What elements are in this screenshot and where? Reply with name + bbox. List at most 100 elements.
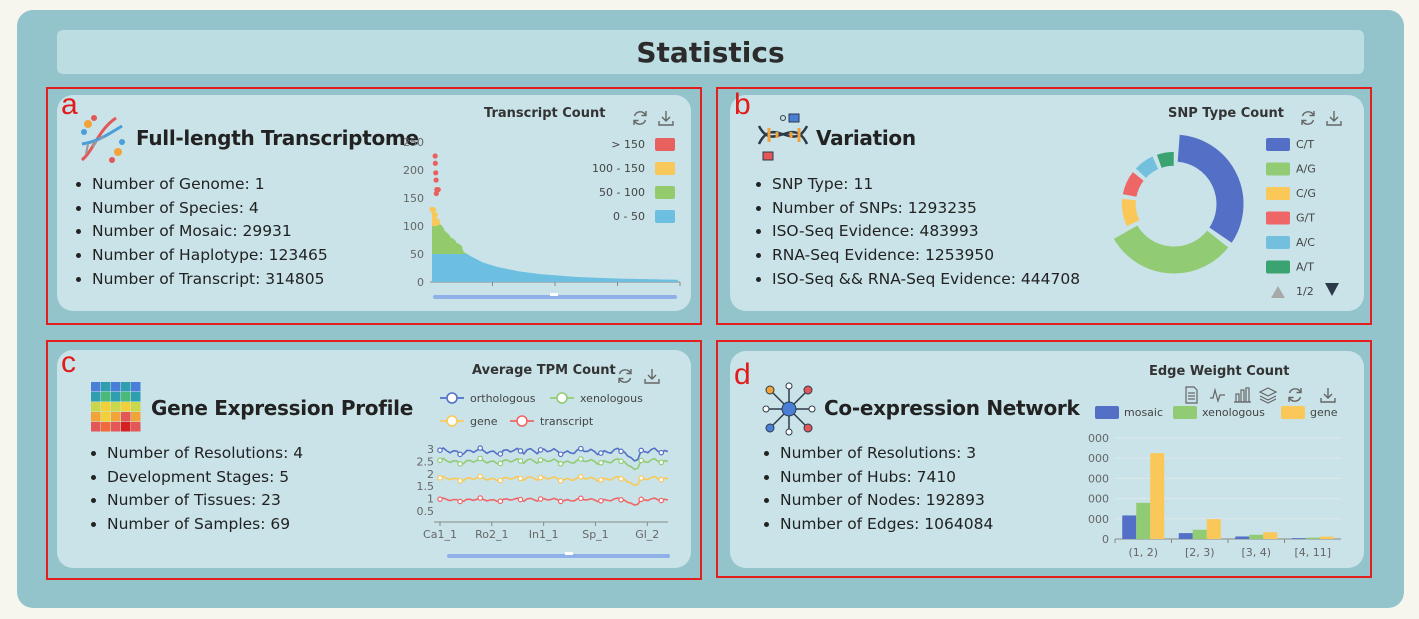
line-point — [497, 460, 504, 467]
legend-swatch — [1266, 211, 1290, 225]
panel-letter-b: b — [734, 88, 751, 121]
line-point — [578, 445, 584, 452]
legend-label: xenologous — [580, 392, 643, 405]
line-point — [537, 457, 544, 463]
panel-title-co-expression: Co-expression Network — [824, 396, 1080, 420]
y-tick-label: 3 — [427, 443, 434, 456]
scatter-point — [431, 207, 437, 213]
legend-swatch — [1266, 260, 1290, 274]
stat-item: Number of Hubs: 7410 — [780, 466, 993, 490]
line-chart-icon[interactable] — [1210, 387, 1225, 404]
refresh-icon[interactable] — [1299, 109, 1317, 127]
download-icon[interactable] — [643, 367, 661, 385]
bar-chart-icon[interactable] — [1234, 387, 1251, 403]
line-point — [437, 457, 443, 464]
legend-swatch — [655, 162, 675, 175]
line-point — [537, 447, 544, 453]
refresh-icon[interactable] — [616, 367, 634, 385]
highlight-box-d — [716, 340, 1372, 578]
download-icon[interactable] — [1320, 388, 1336, 403]
bar — [1150, 453, 1165, 539]
data-zoom-slider — [447, 554, 670, 558]
highlight-box-c — [46, 340, 702, 580]
line-point — [658, 476, 665, 483]
panel-letter-a: a — [61, 88, 78, 121]
download-icon[interactable] — [1325, 109, 1343, 127]
line-point — [517, 448, 524, 454]
snp-type-count-chart: C/T A/G C/G G/T A/C A/T 1/2 — [1112, 133, 1339, 298]
y-tick-label: 100 — [403, 220, 424, 233]
stat-item: Number of Transcript: 314805 — [92, 268, 328, 292]
legend-label: A/G — [1296, 163, 1316, 176]
toolbox-icons — [1185, 386, 1336, 404]
line-point — [537, 474, 544, 481]
pager-text: 1/2 — [1296, 285, 1314, 298]
dna-variation-icon — [757, 113, 809, 161]
stat-item: SNP Type: 11 — [772, 173, 1080, 197]
legend-marker — [516, 415, 528, 427]
line-point — [457, 451, 463, 458]
bar — [1235, 536, 1250, 539]
refresh-icon[interactable] — [631, 109, 649, 127]
panel-letter-c: c — [61, 346, 76, 379]
bar — [1206, 519, 1221, 539]
scatter-point — [432, 212, 439, 218]
stat-item: Number of Samples: 69 — [107, 513, 303, 537]
data-zoom-handle — [565, 552, 573, 555]
line-point — [618, 475, 624, 482]
panel-title-transcriptome: Full-length Transcriptome — [136, 126, 419, 150]
scatter-point — [432, 160, 438, 166]
y-tick-label: 000 — [1088, 452, 1109, 465]
legend-swatch — [1173, 406, 1197, 419]
line-point — [477, 445, 484, 451]
chart-title-edge-weight: Edge Weight Count — [1149, 364, 1290, 379]
legend-label: gene — [470, 415, 498, 428]
line-point — [638, 457, 644, 464]
line-point — [557, 498, 564, 505]
line-point — [557, 460, 564, 467]
scatter-point — [433, 177, 439, 183]
legend-label: C/T — [1296, 138, 1314, 151]
line-point — [598, 459, 604, 466]
line-series-gene — [439, 475, 669, 487]
transcriptome-icon — [80, 115, 125, 163]
y-tick-label: 150 — [403, 192, 424, 205]
x-tick-label: Ro2_1 — [475, 528, 508, 541]
line-point — [477, 455, 484, 462]
download-icon[interactable] — [657, 109, 675, 127]
y-tick-label: 50 — [410, 248, 424, 261]
average-tpm-chart: orthologous xenologous gene transcript 0.511… — [417, 392, 670, 558]
legend-marker — [446, 415, 458, 427]
pie-slice-c-t — [1176, 133, 1245, 244]
legend-label: gene — [1310, 406, 1338, 419]
panel-gene-expression — [57, 350, 691, 568]
refresh-icon[interactable] — [1288, 388, 1302, 402]
legend-swatch — [655, 186, 675, 199]
chart-title-snp-type-count: SNP Type Count — [1168, 106, 1284, 121]
x-tick-label: Gl_2 — [635, 528, 659, 541]
legend-swatch — [655, 138, 675, 151]
legend-swatch — [1095, 406, 1119, 419]
stats-list-gene-expression: Number of Resolutions: 4 Development Sta… — [87, 442, 303, 537]
legend-label: xenologous — [1202, 406, 1265, 419]
scatter-point — [435, 187, 441, 193]
line-point — [658, 449, 665, 456]
x-tick-label: [4, 11] — [1294, 546, 1331, 559]
legend-swatch — [1266, 162, 1290, 176]
legend-swatch — [1266, 187, 1290, 200]
stat-item: Number of Resolutions: 3 — [780, 442, 993, 466]
pager-next-icon[interactable] — [1325, 283, 1339, 296]
bar — [1305, 537, 1320, 539]
pager-prev-icon[interactable] — [1271, 286, 1285, 298]
y-tick-label: 1.5 — [417, 480, 435, 493]
panel-letter-d: d — [734, 358, 751, 391]
stat-item: Development Stages: 5 — [107, 466, 303, 490]
legend-label: orthologous — [470, 392, 536, 405]
stack-icon[interactable] — [1258, 387, 1278, 404]
line-point — [578, 456, 584, 462]
bar — [1291, 538, 1306, 539]
data-view-icon[interactable] — [1185, 386, 1198, 404]
y-tick-label: 000 — [1088, 432, 1109, 445]
stat-item: RNA-Seq Evidence: 1253950 — [772, 244, 1080, 268]
transcript-count-chart: 0 50 100 150 200 250 > 150 100 - 150 50 - 100 0 -… — [403, 136, 681, 299]
